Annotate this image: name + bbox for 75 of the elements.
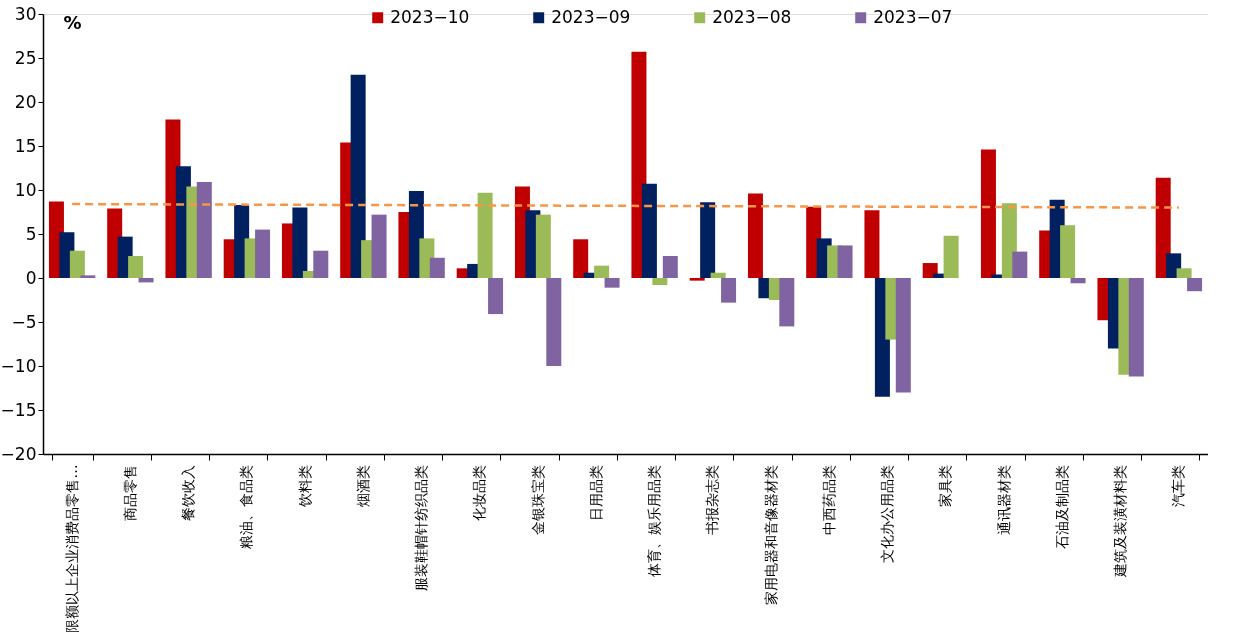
bar <box>573 239 589 278</box>
legend-label: 2023−08 <box>712 6 792 27</box>
bar <box>313 250 329 278</box>
bar <box>138 278 154 283</box>
x-tick-label: 餐饮收入 <box>180 464 197 521</box>
bar <box>429 257 445 278</box>
bar <box>662 256 678 278</box>
y-tick-label: 0 <box>25 267 37 288</box>
bar <box>689 278 705 281</box>
y-tick-label: 15 <box>14 135 37 156</box>
bar <box>779 278 795 327</box>
bar <box>128 256 144 278</box>
bar <box>641 183 657 278</box>
x-tick-label: 书报杂志类 <box>704 464 721 535</box>
bar <box>196 182 212 278</box>
x-tick-label: 家具类 <box>937 464 954 507</box>
bar <box>1187 278 1203 292</box>
y-tick-label: 30 <box>14 3 37 24</box>
x-tick-label: 文化办公用品类 <box>879 464 896 563</box>
x-tick-label: 汽车类 <box>1170 464 1187 507</box>
bar <box>980 149 996 278</box>
y-tick-label: 25 <box>14 47 37 68</box>
x-tick-label: 建筑及装潢材料类 <box>1112 464 1129 578</box>
bar <box>1060 225 1076 278</box>
x-tick-label: 烟酒类 <box>354 464 371 507</box>
bar <box>371 214 387 278</box>
y-axis-title: % <box>63 11 82 33</box>
bar <box>710 272 726 278</box>
bar <box>292 207 308 278</box>
bar <box>69 250 85 278</box>
x-tick-label: 化妆品类 <box>471 464 488 521</box>
bar <box>747 193 763 278</box>
x-tick-label: 商品零售 <box>121 464 138 521</box>
x-tick-label: 饮料类 <box>296 464 313 508</box>
x-tick-label: 金银珠宝类 <box>529 464 546 535</box>
legend-label: 2023−07 <box>873 6 953 27</box>
bar <box>943 235 959 278</box>
y-tick-label: 10 <box>14 179 37 200</box>
y-tick-label: −20 <box>0 443 37 464</box>
bar <box>477 192 493 278</box>
bar <box>922 263 938 278</box>
legend-label: 2023−09 <box>551 6 631 27</box>
bar <box>604 278 620 288</box>
bar <box>652 278 668 286</box>
x-tick-label: 日用品类 <box>587 464 604 521</box>
bar <box>594 265 610 278</box>
x-tick-label: 粮油、食品类 <box>238 464 255 549</box>
x-tick-label: 石油及制品类 <box>1053 464 1070 549</box>
bar <box>895 278 911 393</box>
legend-label: 2023−10 <box>390 6 470 27</box>
bar <box>350 74 366 278</box>
y-tick-label: 20 <box>14 91 37 112</box>
bar <box>721 278 737 303</box>
x-tick-label: 中西药品类 <box>820 464 837 535</box>
x-tick-label: 限额以上企业消费品零售… <box>63 464 80 633</box>
y-tick-label: −15 <box>0 399 37 420</box>
bar <box>1070 278 1086 284</box>
bar <box>837 245 853 278</box>
bar <box>255 229 271 278</box>
x-tick-label: 服装鞋帽针纺织品类 <box>413 464 430 591</box>
y-tick-label: −5 <box>11 311 37 332</box>
y-tick-label: 5 <box>25 223 37 244</box>
bar <box>535 214 551 278</box>
bar <box>864 210 880 278</box>
x-tick-label: 体育、娱乐用品类 <box>646 464 663 577</box>
bar <box>1128 278 1144 377</box>
x-tick-label: 通讯器材类 <box>995 464 1012 535</box>
bar <box>80 275 96 278</box>
bar <box>1012 251 1028 278</box>
bar <box>546 278 562 366</box>
bar <box>488 278 504 315</box>
y-tick-label: −10 <box>0 355 37 376</box>
bar <box>700 202 716 278</box>
bar <box>1176 268 1192 278</box>
x-tick-label: 家用电器和音像器材类 <box>762 464 779 605</box>
